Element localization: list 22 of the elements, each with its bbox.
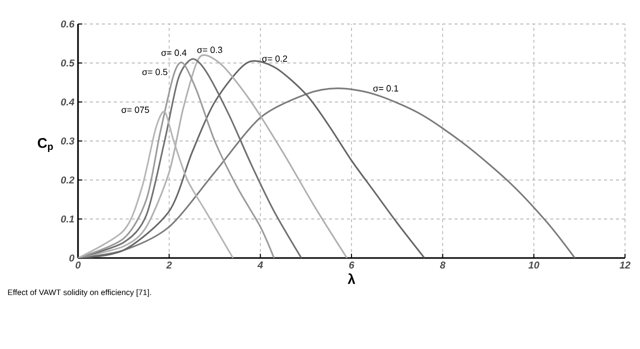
x-tick-label: 12: [620, 262, 630, 268]
y-tick-label: 0.3: [61, 137, 74, 145]
series-label: σ= 0.3: [197, 46, 222, 54]
series-label: σ= 0.4: [161, 50, 187, 56]
y-tick-label: 0: [69, 254, 74, 262]
y-tick-label: 0.6: [61, 20, 75, 28]
x-tick-label: 6: [349, 262, 354, 269]
series-label: σ= 0.1: [373, 85, 398, 92]
y-axis-title: C$_{p}$: [38, 138, 53, 152]
series-label: σ= 0.2: [262, 55, 288, 62]
x-tick-label: 4: [257, 262, 263, 268]
x-axis-title: λ: [348, 273, 356, 284]
y-tick-label: 0.1: [61, 215, 74, 223]
y-tick-label: 0.2: [61, 176, 74, 184]
series-label: σ= 075: [122, 106, 150, 113]
x-tick-label: 10: [528, 262, 540, 269]
y-tick-label: 0.4: [61, 98, 74, 106]
y-tick-label: 0.5: [61, 59, 75, 67]
x-tick-label: 0: [76, 262, 81, 269]
series-label: σ= 0.5: [142, 68, 168, 76]
x-tick-label: 8: [440, 262, 446, 269]
x-tick-label: 2: [166, 262, 172, 268]
